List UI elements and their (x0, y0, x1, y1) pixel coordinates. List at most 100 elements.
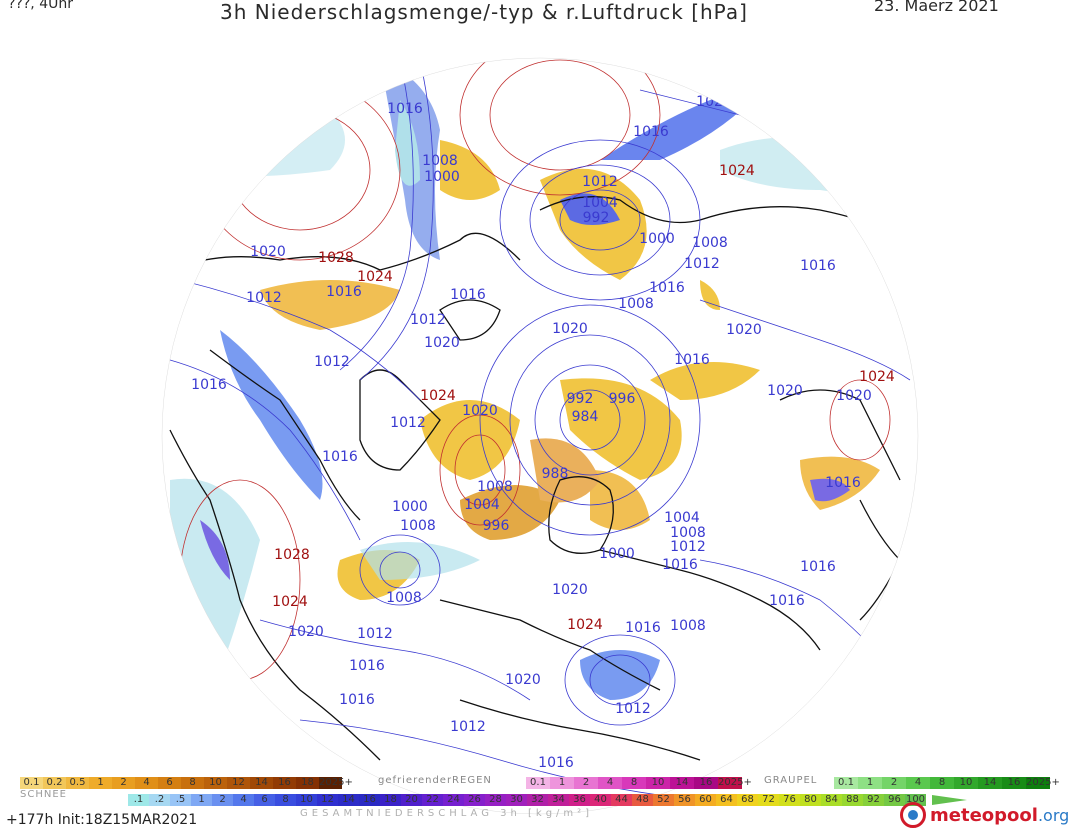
pressure-label: 1024 (272, 594, 308, 610)
legend-swatch: 0.5 (66, 777, 89, 789)
legend-arrow (932, 795, 967, 805)
legend-swatch: 88 (842, 794, 863, 806)
legend-swatch: 14 (250, 777, 273, 789)
pressure-label: 1016 (825, 475, 861, 491)
pressure-label: 1016 (339, 692, 375, 708)
pressure-label: 1016 (349, 658, 385, 674)
pressure-label: 1008 (422, 153, 458, 169)
pressure-label: 1024 (567, 617, 603, 633)
legend-swatch: 96 (884, 794, 905, 806)
legend-swatch: 8 (275, 794, 296, 806)
legend-swatch: 14 (338, 794, 359, 806)
pressure-label: 1000 (424, 169, 460, 185)
pressure-label: 1016 (191, 377, 227, 393)
pressure-label: 1016 (662, 557, 698, 573)
legend-swatch: 26 (464, 794, 485, 806)
pressure-label: 1008 (670, 618, 706, 634)
pressure-label: 1016 (322, 449, 358, 465)
forecast-date: 23. Maerz 2021 (874, 0, 999, 15)
pressure-label: 1000 (392, 499, 428, 515)
pressure-label: 1028 (274, 547, 310, 563)
legend-swatch: 0.1 (526, 777, 550, 789)
pressure-label: 1004 (664, 510, 700, 526)
legend-swatch: .2 (149, 794, 170, 806)
legend-swatch: 6 (158, 777, 181, 789)
pressure-label: 1020 (726, 322, 762, 338)
pressure-label: 1008 (670, 525, 706, 541)
legend-swatch: 1 (89, 777, 112, 789)
freezing-rain-label: gefrierenderREGEN (378, 775, 492, 786)
legend-swatch: 4 (135, 777, 158, 789)
pressure-label: 1024 (719, 163, 755, 179)
pressure-label: 1024 (357, 269, 393, 285)
legend-swatch: 2 (574, 777, 598, 789)
legend-swatch: 56 (674, 794, 695, 806)
legend-swatch: 10 (296, 794, 317, 806)
legend-swatch: 84 (821, 794, 842, 806)
legend-swatch: 10 (646, 777, 670, 789)
pressure-label: 1008 (400, 518, 436, 534)
legend-swatch: 52 (653, 794, 674, 806)
pressure-label: 1012 (246, 290, 282, 306)
legend-swatch: 16 (273, 777, 296, 789)
legend-swatch: .1 (128, 794, 149, 806)
legend-swatch: 0.1 (834, 777, 858, 789)
pressure-label: 1000 (639, 231, 675, 247)
legend-swatch: 48 (632, 794, 653, 806)
legend-swatch: 10 (204, 777, 227, 789)
legend-swatch: 34 (548, 794, 569, 806)
legend-swatch: 0.2 (43, 777, 66, 789)
pressure-label: 1020 (505, 672, 541, 688)
legend-swatch: 30 (506, 794, 527, 806)
forecast-time: ???, 4Uhr (8, 0, 73, 12)
legend-swatch: 72 (758, 794, 779, 806)
legend-swatch: 2 (882, 777, 906, 789)
legend-swatch: 4 (598, 777, 622, 789)
legend-swatch: 44 (611, 794, 632, 806)
legend-swatch: 2 (112, 777, 135, 789)
legend-swatch: 1 (550, 777, 574, 789)
pressure-label: 1012 (357, 626, 393, 642)
pressure-label: 1008 (692, 235, 728, 251)
legend-swatch: 28 (485, 794, 506, 806)
pressure-label: 1012 (314, 354, 350, 370)
legend-swatch: 92 (863, 794, 884, 806)
pressure-label: 1020 (462, 403, 498, 419)
legend-swatch: 64 (716, 794, 737, 806)
pressure-label: 1016 (450, 287, 486, 303)
map-title: 3h Niederschlagsmenge/-typ & r.Luftdruck… (220, 0, 748, 24)
legend-swatch: 76 (779, 794, 800, 806)
pressure-label: 992 (567, 391, 594, 407)
legend-swatch: 8 (181, 777, 204, 789)
legend-swatch: 14 (670, 777, 694, 789)
pressure-label: 984 (572, 409, 599, 425)
legend-swatch: 4 (233, 794, 254, 806)
brand-logo[interactable]: meteopool .org (900, 802, 1069, 828)
pressure-label: 1008 (386, 590, 422, 606)
pressure-label: 1016 (633, 124, 669, 140)
legend-swatch: 12 (227, 777, 250, 789)
legend-swatch: 24 (443, 794, 464, 806)
brand-name: meteopool (930, 804, 1038, 826)
pressure-label: 996 (483, 518, 510, 534)
legend-swatch: 2025+ (319, 777, 353, 789)
pressure-label: 1020 (767, 383, 803, 399)
pressure-label: 1016 (769, 593, 805, 609)
legend-swatch: 8 (930, 777, 954, 789)
legend-swatch: 6 (254, 794, 275, 806)
pressure-label: 1016 (800, 559, 836, 575)
legend-swatch: .5 (170, 794, 191, 806)
pressure-label: 1008 (618, 296, 654, 312)
pressure-label: 1016 (326, 284, 362, 300)
legend-swatch: 14 (978, 777, 1002, 789)
legend-swatch: 12 (317, 794, 338, 806)
pressure-label: 1020 (288, 624, 324, 640)
legend-swatch: 2 (212, 794, 233, 806)
legend-swatch: 16 (1002, 777, 1026, 789)
pressure-label: 1020 (250, 244, 286, 260)
pressure-label: 1020 (836, 388, 872, 404)
legend-swatch: 22 (422, 794, 443, 806)
snow-legend: 0.1 0.2 0.5 1 2 4 6 8 10 12 14 16 18 2025+ (20, 777, 353, 789)
